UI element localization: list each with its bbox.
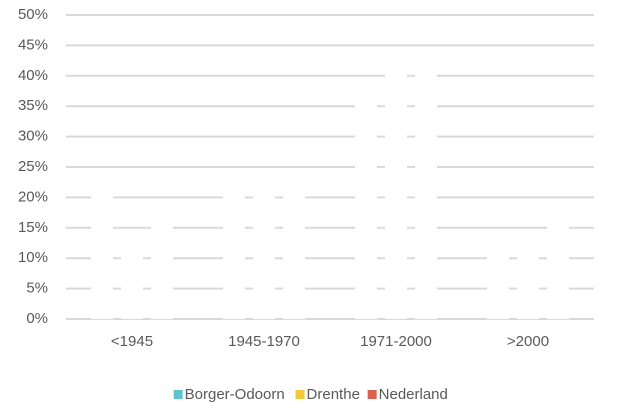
bar (91, 185, 113, 319)
y-tick-label: 0% (26, 310, 48, 327)
legend-label: Borger-Odoorn (185, 386, 285, 403)
bar (487, 246, 509, 319)
bar (385, 63, 407, 319)
y-tick-label: 15% (18, 219, 48, 236)
y-tick-label: 10% (18, 249, 48, 266)
y-tick-label: 35% (18, 97, 48, 114)
bar (415, 69, 437, 319)
y-tick-label: 25% (18, 158, 48, 175)
bar (223, 179, 245, 319)
legend-swatch (173, 390, 183, 399)
y-tick-label: 5% (26, 280, 48, 297)
bar (151, 215, 173, 319)
legend-label: Nederland (379, 386, 448, 403)
x-tick-label: 1971-2000 (360, 333, 432, 350)
y-tick-label: 50% (18, 6, 48, 23)
bar (355, 94, 377, 319)
bar (121, 246, 143, 319)
legend-label: Drenthe (307, 386, 360, 403)
y-tick-label: 20% (18, 188, 48, 205)
bar (547, 215, 569, 319)
legend-swatch (295, 390, 305, 399)
y-tick-label: 40% (18, 67, 48, 84)
bar (253, 185, 275, 319)
bar (283, 191, 305, 319)
x-tick-label: >2000 (507, 333, 549, 350)
x-tick-label: 1945-1970 (228, 333, 300, 350)
y-tick-label: 45% (18, 36, 48, 53)
y-tick-label: 30% (18, 128, 48, 145)
legend-swatch (367, 390, 377, 399)
bar (517, 252, 539, 319)
x-tick-label: <1945 (111, 333, 153, 350)
